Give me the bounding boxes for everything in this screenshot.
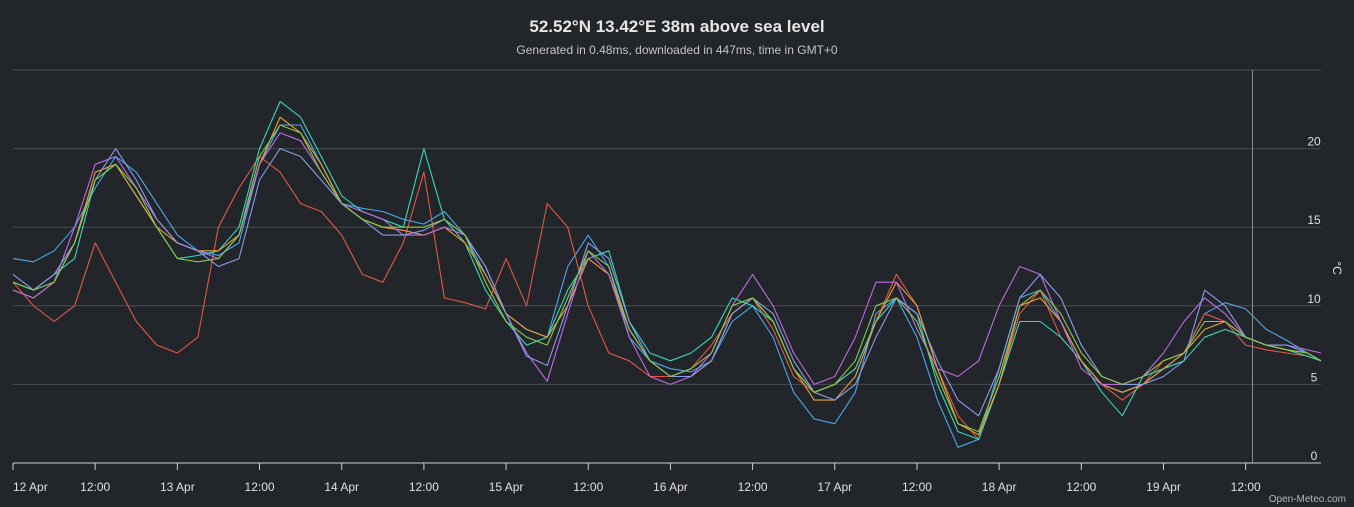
series-lines — [12, 100, 1322, 448]
series-line-2[interactable] — [12, 155, 1322, 440]
x-tick-label: 12:00 — [738, 480, 768, 494]
x-tick-label: 12:00 — [409, 480, 439, 494]
y-tick-label: 20 — [1307, 135, 1321, 149]
y-tick-label: 15 — [1307, 213, 1321, 227]
axes: 0 5 10 15 20 12 Apr 12:00 13 Apr 12:00 14 Apr 12:0… — [12, 70, 1321, 494]
x-tick-label: 14 Apr — [324, 480, 359, 494]
x-tick-label: 17 Apr — [817, 480, 852, 494]
x-tick-label: 12:00 — [1231, 480, 1261, 494]
series-line-1[interactable] — [12, 124, 1322, 448]
x-tick-label: 12 Apr — [13, 480, 48, 494]
series-line-6[interactable] — [12, 148, 1322, 417]
series-line-7[interactable] — [12, 124, 1322, 433]
x-tick-label: 18 Apr — [982, 480, 1017, 494]
x-tick-label: 16 Apr — [653, 480, 688, 494]
series-line-5[interactable] — [12, 132, 1322, 385]
x-tick-label: 19 Apr — [1146, 480, 1181, 494]
y-tick-label: 10 — [1307, 292, 1321, 306]
x-tick-label: 12:00 — [245, 480, 275, 494]
chart-subtitle: Generated in 0.48ms, downloaded in 447ms… — [516, 43, 837, 57]
grid — [13, 69, 1321, 385]
y-axis-unit-label: °C — [1330, 261, 1344, 275]
y-tick-label: 0 — [1311, 449, 1318, 463]
x-tick-label: 13 Apr — [160, 480, 195, 494]
y-tick-label: 5 — [1311, 370, 1318, 384]
x-tick-label: 12:00 — [80, 480, 110, 494]
x-tick-label: 12:00 — [902, 480, 932, 494]
credit-text[interactable]: Open-Meteo.com — [1269, 494, 1346, 505]
chart-title: 52.52°N 13.42°E 38m above sea level — [529, 17, 824, 36]
x-tick-label: 12:00 — [573, 480, 603, 494]
series-line-3[interactable] — [12, 100, 1322, 440]
x-tick-label: 15 Apr — [489, 480, 524, 494]
x-tick-label: 12:00 — [1066, 480, 1096, 494]
